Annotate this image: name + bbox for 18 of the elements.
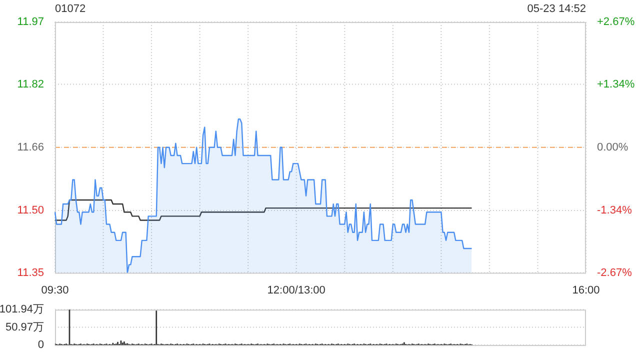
y-tick-label: 0: [38, 339, 44, 352]
y-tick-label: 11.50: [17, 204, 44, 217]
x-tick-label: 12:00/13:00: [267, 284, 326, 296]
y-tick-label: 101.94万: [0, 304, 44, 316]
y-tick-label: 11.66: [17, 141, 44, 154]
y-tick-label: 11.35: [17, 266, 44, 279]
x-tick-label: 16:00: [572, 284, 600, 296]
chart-title: 01072: [55, 3, 86, 15]
y2-tick-label: -1.34%: [597, 204, 632, 216]
y-tick-label: 11.97: [17, 16, 44, 28]
y-tick-label: 11.82: [17, 78, 44, 90]
chart-subtitle: 05-23 14:52: [527, 3, 586, 15]
y-tick-label: 50.97万: [5, 321, 44, 334]
y2-tick-label: 0.00%: [597, 141, 628, 154]
y2-tick-label: +2.67%: [597, 16, 635, 28]
y2-tick-label: +1.34%: [597, 78, 635, 90]
x-tick-label: 09:30: [41, 284, 69, 296]
y2-tick-label: -2.67%: [597, 266, 632, 279]
